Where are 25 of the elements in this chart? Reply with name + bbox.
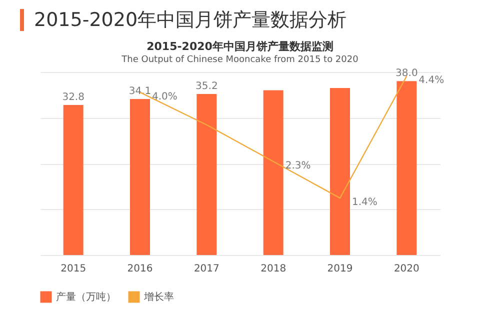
chart-title: 2015-2020年中国月饼产量数据分析 — [34, 8, 347, 33]
data-label: 2.3% — [285, 160, 311, 172]
bar — [263, 90, 284, 255]
legend-label: 增长率 — [143, 291, 174, 303]
x-tick-label: 2015 — [60, 264, 86, 274]
x-tick-label: 2018 — [260, 264, 286, 274]
x-tick-label: 2016 — [127, 264, 153, 274]
data-label: 35.2 — [196, 80, 218, 92]
bar — [396, 81, 417, 255]
data-label: 1.4% — [352, 197, 378, 208]
bar — [330, 88, 350, 255]
data-label: 32.8 — [62, 92, 84, 103]
data-label: 4.4% — [418, 75, 444, 86]
x-tick-label: 2020 — [394, 264, 420, 274]
x-tick-label: 2017 — [194, 264, 220, 274]
x-tick-label: 2019 — [327, 264, 353, 274]
data-label: 38.0 — [396, 68, 418, 80]
chart-subtitle: 2015-2020年中国月饼产量数据监测 — [146, 40, 334, 54]
text: The Output of Chinese Mooncake from 2015 to 2020 — [120, 55, 359, 66]
data-label: 34.1 — [128, 86, 152, 97]
bar — [196, 94, 217, 255]
data-label: 4.0% — [152, 91, 178, 102]
legend-label: 产量（万吨） — [56, 291, 116, 303]
bar — [130, 98, 150, 255]
bar — [63, 104, 84, 255]
